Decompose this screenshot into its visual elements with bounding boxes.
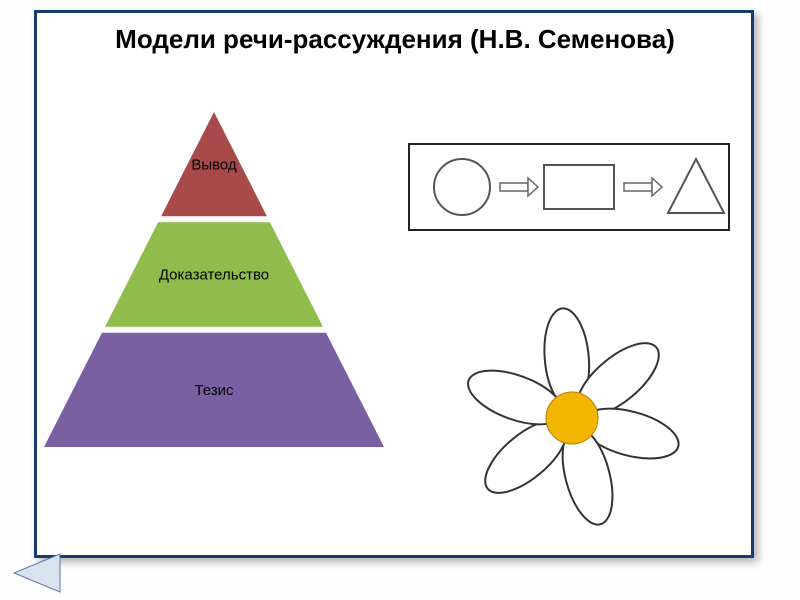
flow-diagram bbox=[408, 143, 730, 231]
flow-rect bbox=[544, 165, 614, 209]
flow-circle bbox=[434, 159, 490, 215]
pyramid-diagram: Вывод Доказательство Тезис bbox=[44, 112, 384, 447]
pyramid-label-0: Вывод bbox=[191, 156, 237, 173]
flower-center bbox=[546, 392, 598, 444]
flower-diagram bbox=[432, 288, 712, 548]
nav-back-icon[interactable] bbox=[12, 552, 62, 594]
chevron-left-icon[interactable] bbox=[14, 554, 60, 592]
slide-title: Модели речи-рассуждения (Н.В. Семенова) bbox=[55, 24, 735, 55]
pyramid-label-1: Доказательство bbox=[159, 267, 269, 284]
pyramid-label-2: Тезис bbox=[194, 382, 234, 399]
